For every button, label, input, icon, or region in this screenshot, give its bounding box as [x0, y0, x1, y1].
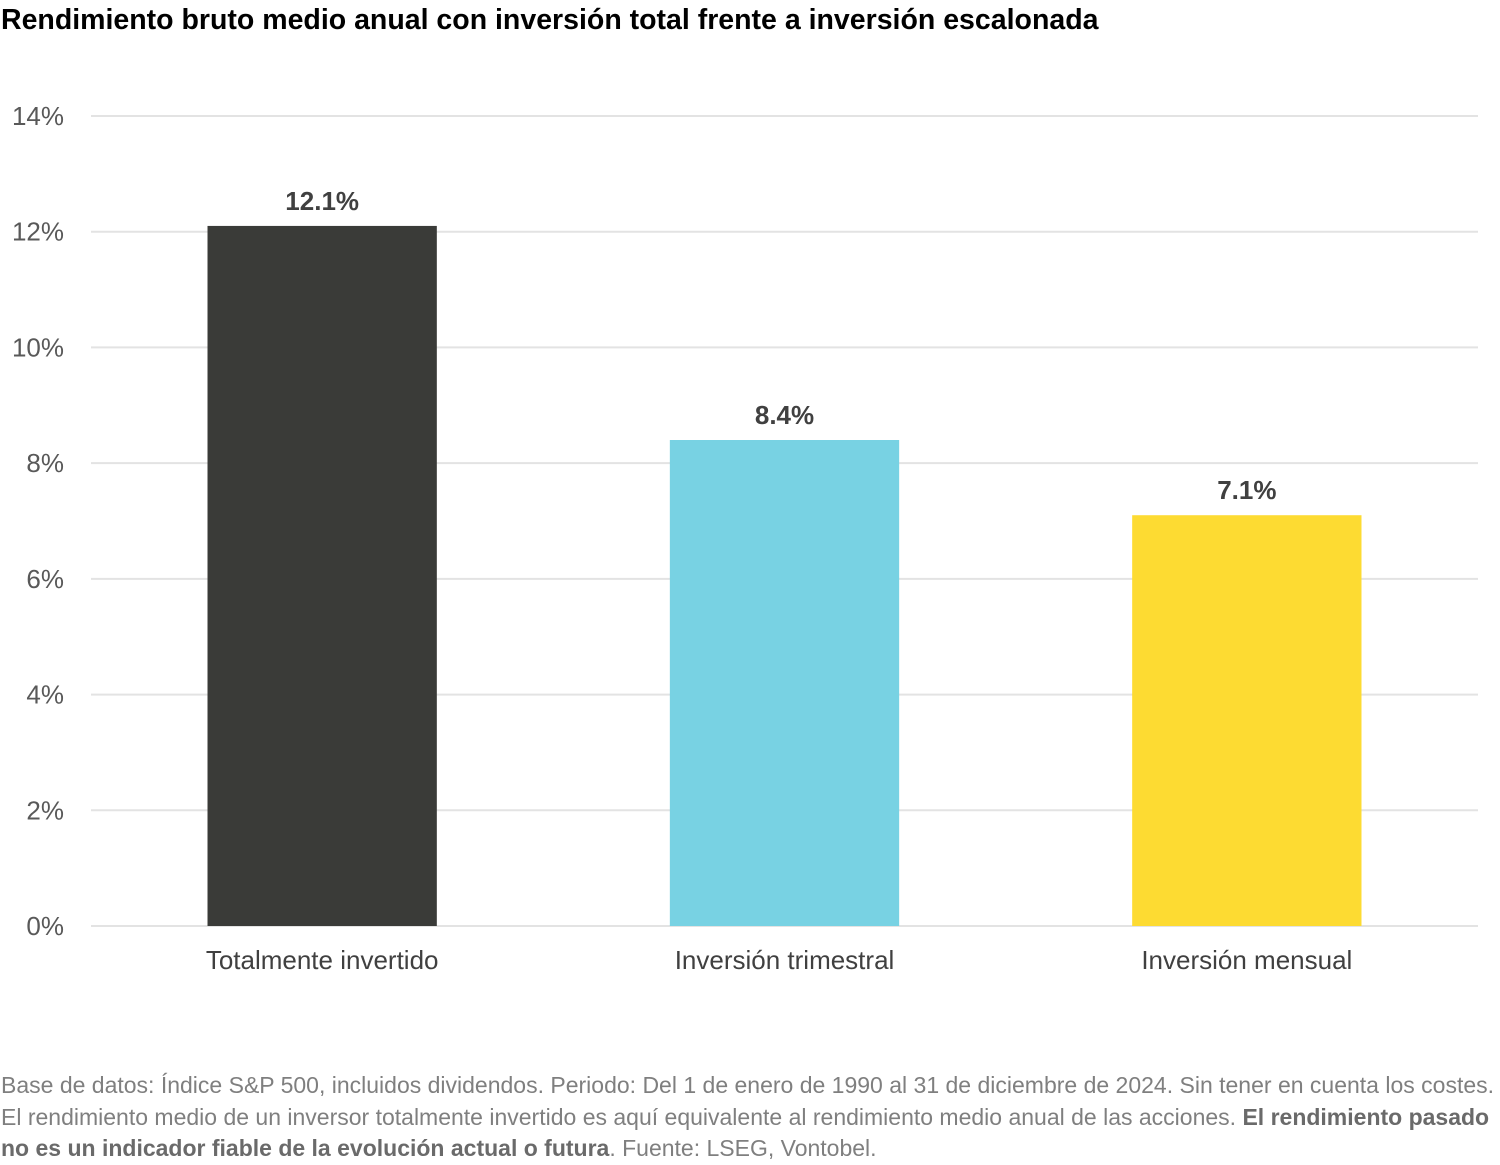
- bar: [669, 440, 900, 926]
- footnote-disclaimer: El rendimiento pasado no es un indicador…: [1, 1103, 1490, 1162]
- data-label: 12.1%: [285, 186, 359, 216]
- footnote-source: . Fuente: LSEG, Vontobel.: [609, 1135, 877, 1161]
- footnote-text: Base de datos: Índice S&P 500, incluidos…: [1, 1072, 1495, 1130]
- data-label: 8.4%: [755, 400, 814, 430]
- y-tick-label: 14%: [12, 101, 64, 131]
- x-tick-label: Inversión mensual: [1141, 945, 1352, 975]
- bar: [207, 225, 437, 926]
- bar: [1132, 515, 1362, 926]
- y-tick-label: 8%: [26, 448, 64, 478]
- x-tick-label: Inversión trimestral: [675, 945, 895, 975]
- y-tick-label: 4%: [26, 680, 64, 710]
- chart-title: Rendimiento bruto medio anual con invers…: [1, 4, 1099, 36]
- footnote: Base de datos: Índice S&P 500, incluidos…: [1, 1070, 1496, 1165]
- x-tick-label: Totalmente invertido: [206, 945, 439, 975]
- y-tick-label: 0%: [26, 911, 64, 941]
- data-label: 7.1%: [1217, 475, 1276, 505]
- y-tick-label: 12%: [12, 217, 64, 247]
- bar-chart: 0% 2% 4% 6% 8% 10% 12% 14% 12.1% Totalmente inver…: [12, 101, 1478, 975]
- y-tick-label: 2%: [26, 795, 64, 825]
- y-tick-label: 6%: [26, 564, 64, 594]
- y-tick-label: 10%: [12, 332, 64, 362]
